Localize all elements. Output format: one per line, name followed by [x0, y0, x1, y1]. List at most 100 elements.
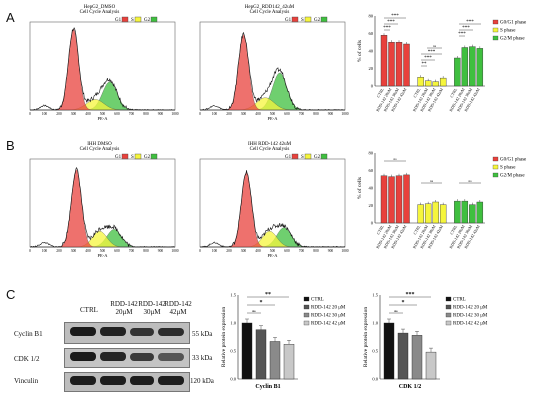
gate-swatch-g1	[121, 16, 129, 23]
gate-swatch-g1	[291, 153, 299, 160]
histogram-trace	[29, 166, 176, 248]
bar	[454, 57, 461, 87]
histogram-tick: 300	[71, 249, 77, 253]
histogram-subtitle: Cell Cycle Analysis	[80, 147, 120, 152]
histogram-subtitle: Cell Cycle Analysis	[250, 10, 290, 15]
histogram-tick: 200	[226, 249, 232, 253]
histogram-xlabel: PE-A	[98, 253, 109, 258]
y-tick-label: 0	[371, 221, 374, 226]
y-tick-label: 80	[369, 151, 374, 156]
y-tick-label: 40	[369, 186, 374, 191]
legend-label: RDD-142 20 μM	[311, 306, 346, 311]
band	[70, 327, 96, 336]
gate-swatch-g2	[320, 16, 328, 23]
histogram-tick: 100	[42, 249, 48, 253]
significance-label: ns	[393, 157, 397, 161]
x-tick-label: CTRL	[412, 224, 422, 236]
bar	[395, 175, 403, 224]
y-tick-label: 40	[369, 49, 374, 54]
gate-label-g1: G1	[285, 18, 292, 23]
histogram-title: IHH DMSO	[87, 142, 112, 147]
gate-swatch-g1	[291, 16, 299, 23]
legend-label: RDD-142 30 μM	[311, 314, 346, 319]
gate-swatch-s	[304, 16, 312, 23]
histogram-tick: 800	[313, 112, 319, 116]
histogram-trace	[200, 31, 345, 111]
gate-label-g2: G2	[314, 155, 321, 160]
bar	[403, 43, 410, 87]
histogram-tick: 400	[85, 249, 91, 253]
y-axis-label: Relative protein expression	[221, 307, 227, 367]
band	[158, 353, 184, 361]
y-tick-label: 0.5	[372, 349, 378, 354]
bar	[424, 203, 432, 224]
histogram-tick: 400	[255, 112, 261, 116]
histogram-tick: 500	[100, 112, 106, 116]
significance-label: *	[260, 300, 263, 306]
gate-label-g2: G2	[144, 18, 151, 23]
histogram-title: IHH RDD-142 42uM	[248, 142, 292, 147]
bar	[383, 322, 395, 380]
significance-label: **	[422, 62, 428, 67]
legend-swatch	[492, 35, 499, 41]
legend-label: S phase	[500, 29, 516, 34]
bar-chart-cdk: 0.0 0.5 1.0 1.5 Relative protein expression C…	[363, 292, 488, 390]
histogram-tick: 900	[328, 112, 334, 116]
histogram-tick: 700	[129, 112, 135, 116]
legend-label: G0/G1 phase	[500, 21, 527, 26]
y-tick-label: 20	[369, 203, 374, 208]
y-axis-label: % of cells	[356, 177, 363, 199]
histogram-tick: 900	[158, 112, 164, 116]
legend-label: G2/M phase	[500, 174, 525, 179]
chart-title: CDK 1/2	[399, 384, 422, 390]
bar	[432, 81, 439, 87]
bar	[241, 322, 253, 380]
wb-row-label: Cyclin B1	[14, 330, 43, 338]
histogram-tick: 500	[270, 249, 276, 253]
wb-kda-label: 55 kDa	[192, 330, 213, 338]
significance-label: **	[265, 292, 271, 298]
bar	[469, 204, 476, 224]
significance-label: ***	[406, 292, 415, 298]
bar	[424, 80, 432, 87]
histogram-tick: 200	[56, 249, 62, 253]
bar-chart-cyclin: 0.0 0.5 1.0 1.5 Relative protein expression C…	[221, 292, 346, 390]
histogram-tick: 0	[29, 112, 31, 116]
histogram-tick: 800	[143, 112, 149, 116]
histogram-tick: 200	[226, 112, 232, 116]
gate-label-g1: G1	[285, 155, 292, 160]
significance-label: *	[402, 300, 405, 306]
gate-label-s: S	[131, 155, 134, 160]
histogram-tick: 300	[241, 249, 247, 253]
gate-swatch-s	[134, 16, 142, 23]
band	[130, 328, 154, 336]
band	[130, 353, 154, 361]
bar	[403, 174, 410, 224]
legend-swatch	[303, 296, 310, 302]
histogram-xlabel: PE-A	[268, 116, 279, 121]
legend-label: G2/M phase	[500, 37, 525, 42]
wb-kda-label: 120 kDa	[190, 377, 214, 385]
legend-label: RDD-142 20 μM	[453, 306, 488, 311]
band	[70, 376, 96, 385]
x-tick-label: CTRL	[449, 87, 459, 99]
legend-swatch	[303, 312, 310, 318]
legend-swatch	[445, 320, 452, 326]
histogram-tick: 600	[114, 112, 120, 116]
legend-swatch	[492, 172, 499, 178]
bar	[476, 48, 484, 87]
y-tick-label: 1.0	[372, 321, 378, 326]
histogram-tick: 100	[42, 112, 48, 116]
legend-label: RDD-142 30 μM	[453, 314, 488, 319]
band	[70, 352, 96, 361]
significance-label: ***	[466, 20, 474, 25]
wb-kda-label: 33 kDa	[192, 354, 213, 362]
histogram-tick: 1000	[341, 249, 348, 253]
histogram-subtitle: Cell Cycle Analysis	[80, 10, 120, 15]
histogram-tick: 700	[129, 249, 135, 253]
bar	[380, 35, 388, 87]
panel-letter-c: C	[6, 287, 16, 302]
